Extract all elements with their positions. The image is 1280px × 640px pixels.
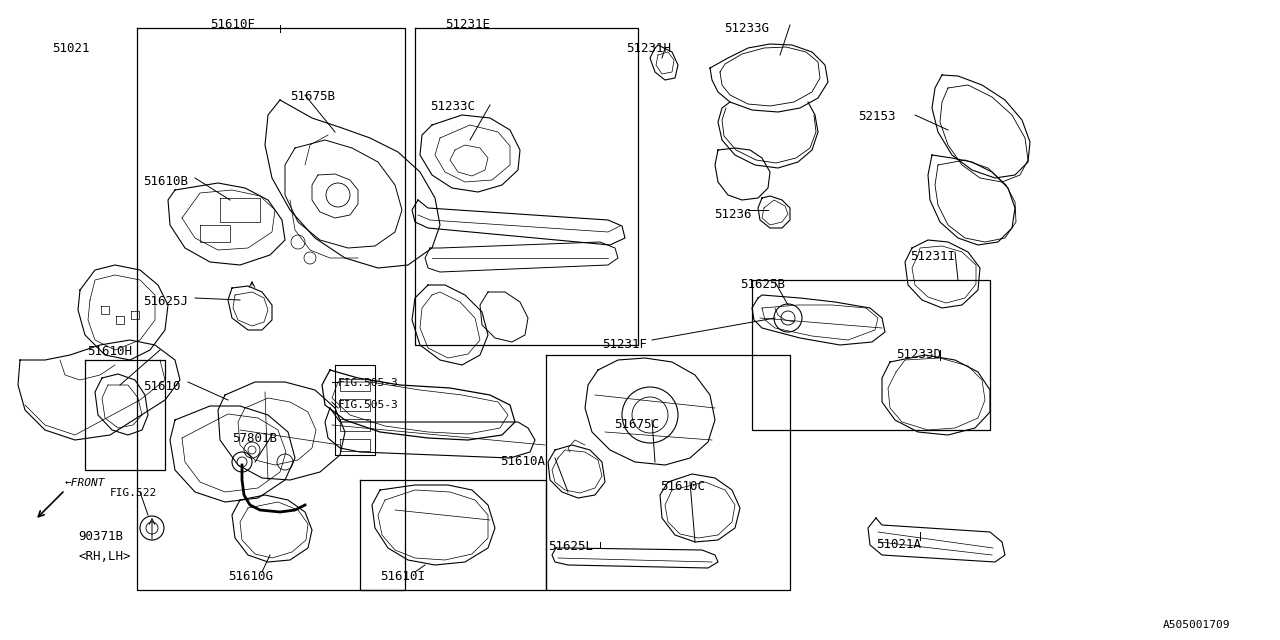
- Text: 52153: 52153: [858, 110, 896, 123]
- Text: 51236: 51236: [714, 208, 751, 221]
- Text: 51021A: 51021A: [876, 538, 922, 551]
- Text: 51675C: 51675C: [614, 418, 659, 431]
- Text: 51610I: 51610I: [380, 570, 425, 583]
- Text: 51231E: 51231E: [445, 18, 490, 31]
- Text: 51675B: 51675B: [291, 90, 335, 103]
- Text: 51610: 51610: [143, 380, 180, 393]
- Text: 51233C: 51233C: [430, 100, 475, 113]
- Text: A505001709: A505001709: [1162, 620, 1230, 630]
- Text: FIG.505-3: FIG.505-3: [338, 400, 399, 410]
- Text: 51231F: 51231F: [602, 338, 646, 351]
- Text: 57801B: 57801B: [232, 432, 276, 445]
- Text: 51233G: 51233G: [724, 22, 769, 35]
- Text: 51610F: 51610F: [210, 18, 255, 31]
- Text: 51610B: 51610B: [143, 175, 188, 188]
- Text: 51021: 51021: [52, 42, 90, 55]
- Text: ←FRONT: ←FRONT: [65, 478, 105, 488]
- Text: 51231I: 51231I: [910, 250, 955, 263]
- Text: 51233D: 51233D: [896, 348, 941, 361]
- Text: 51610C: 51610C: [660, 480, 705, 493]
- Text: 51610G: 51610G: [228, 570, 273, 583]
- Text: 51625L: 51625L: [548, 540, 593, 553]
- Text: 51231H: 51231H: [626, 42, 671, 55]
- Text: 51610H: 51610H: [87, 345, 132, 358]
- Text: 51610A: 51610A: [500, 455, 545, 468]
- Text: 51625J: 51625J: [143, 295, 188, 308]
- Text: 90371B: 90371B: [78, 530, 123, 543]
- Text: FIG.505-3: FIG.505-3: [338, 378, 399, 388]
- Text: FIG.522: FIG.522: [110, 488, 157, 498]
- Text: 51625B: 51625B: [740, 278, 785, 291]
- Text: <RH,LH>: <RH,LH>: [78, 550, 131, 563]
